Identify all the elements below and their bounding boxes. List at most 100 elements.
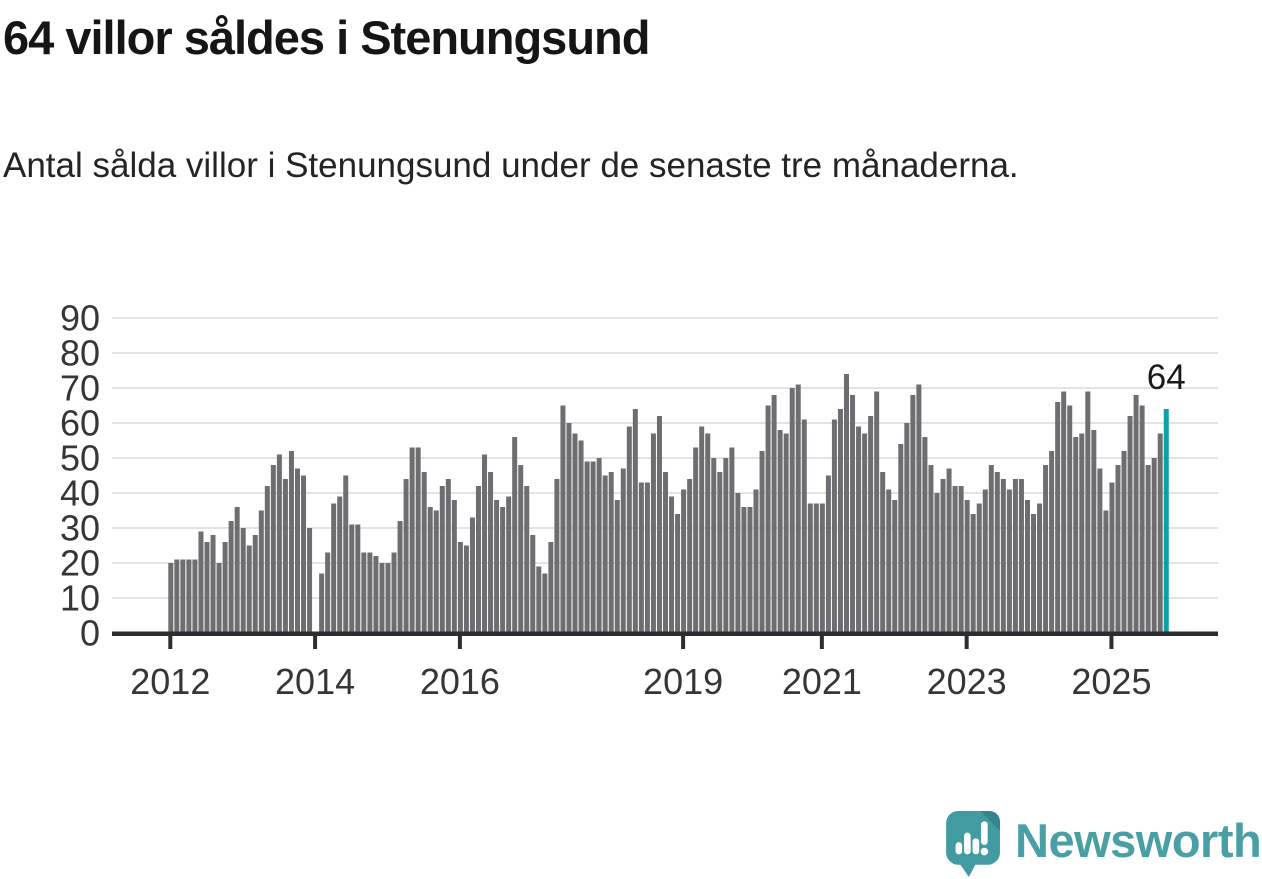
bar bbox=[1061, 391, 1067, 633]
bar bbox=[367, 552, 373, 633]
bar bbox=[307, 528, 313, 633]
bar bbox=[1109, 482, 1115, 633]
bar bbox=[349, 524, 355, 633]
bar bbox=[777, 430, 783, 633]
bar bbox=[216, 563, 222, 633]
bar bbox=[222, 542, 228, 633]
y-axis-label: 10 bbox=[60, 578, 100, 619]
bar bbox=[982, 489, 988, 633]
last-value-annotation: 64 bbox=[1147, 358, 1186, 397]
x-axis-label: 2014 bbox=[275, 661, 355, 702]
y-axis-label: 30 bbox=[60, 508, 100, 549]
newsworthy-logo: Newsworthy bbox=[945, 810, 1262, 878]
bar bbox=[699, 426, 705, 633]
bar bbox=[807, 503, 813, 633]
bar bbox=[1000, 479, 1006, 633]
y-axis-label: 40 bbox=[60, 473, 100, 514]
bar bbox=[572, 433, 578, 633]
bar bbox=[795, 384, 801, 633]
bar bbox=[892, 500, 898, 633]
x-axis-line bbox=[112, 631, 1218, 636]
bar bbox=[650, 433, 656, 633]
bar bbox=[632, 409, 638, 633]
bar bbox=[964, 500, 970, 633]
bar bbox=[1139, 405, 1145, 633]
bar bbox=[898, 444, 904, 633]
highlighted-bar bbox=[1163, 409, 1169, 633]
bar bbox=[1085, 391, 1091, 633]
chart-subtitle: Antal sålda villor i Stenungsund under d… bbox=[3, 146, 1019, 185]
x-axis-tick bbox=[819, 636, 824, 649]
bar bbox=[711, 458, 717, 633]
bar bbox=[397, 521, 403, 633]
bar bbox=[355, 524, 361, 633]
bar bbox=[518, 465, 524, 633]
bar bbox=[922, 437, 928, 633]
bar bbox=[530, 535, 536, 633]
bar bbox=[506, 496, 512, 633]
bar bbox=[584, 461, 590, 633]
bar bbox=[433, 510, 439, 633]
bar bbox=[771, 395, 777, 633]
bar bbox=[282, 479, 288, 633]
newsworthy-icon bbox=[946, 810, 1000, 878]
bar bbox=[765, 405, 771, 633]
x-axis-label: 2012 bbox=[130, 661, 210, 702]
bar bbox=[578, 440, 584, 633]
bar bbox=[1018, 479, 1024, 633]
bar bbox=[681, 489, 687, 633]
bar bbox=[656, 416, 662, 633]
x-axis-tick bbox=[964, 636, 969, 649]
bar bbox=[614, 500, 620, 633]
bar bbox=[415, 447, 421, 633]
bar bbox=[789, 388, 795, 633]
bar bbox=[391, 552, 397, 633]
bar bbox=[482, 454, 488, 633]
bar bbox=[566, 423, 572, 633]
bar bbox=[868, 416, 874, 633]
bar bbox=[910, 395, 916, 633]
y-axis-label: 0 bbox=[80, 613, 100, 654]
bar bbox=[928, 465, 934, 633]
bar bbox=[475, 486, 481, 633]
bar bbox=[294, 468, 300, 633]
bar bbox=[874, 391, 880, 633]
bar bbox=[331, 503, 337, 633]
bar bbox=[862, 433, 868, 633]
bar bbox=[1103, 510, 1109, 633]
bar bbox=[234, 507, 240, 633]
bar bbox=[705, 433, 711, 633]
bar bbox=[1037, 503, 1043, 633]
bar bbox=[904, 423, 910, 633]
bar bbox=[940, 479, 946, 633]
bar bbox=[693, 447, 699, 633]
bar bbox=[1073, 437, 1079, 633]
bar bbox=[469, 517, 475, 633]
bar bbox=[596, 458, 602, 633]
bar bbox=[337, 496, 343, 633]
x-axis-tick bbox=[681, 636, 686, 649]
bar bbox=[270, 465, 276, 633]
bar bbox=[554, 479, 560, 633]
bar bbox=[1055, 402, 1061, 633]
bar bbox=[536, 566, 542, 633]
bar bbox=[958, 486, 964, 633]
bar bbox=[1031, 514, 1037, 633]
bar bbox=[717, 472, 723, 633]
bar bbox=[548, 542, 554, 633]
bar bbox=[560, 405, 566, 633]
bar bbox=[1067, 405, 1073, 633]
bar bbox=[669, 496, 675, 633]
bar bbox=[729, 447, 735, 633]
x-axis-label: 2021 bbox=[782, 661, 862, 702]
bar bbox=[186, 559, 192, 633]
bar bbox=[988, 465, 994, 633]
bar bbox=[886, 489, 892, 633]
bar bbox=[301, 475, 307, 633]
bar bbox=[204, 542, 210, 633]
bar bbox=[813, 503, 819, 633]
bar bbox=[608, 472, 614, 633]
bar bbox=[264, 486, 270, 633]
bar bbox=[837, 409, 843, 633]
